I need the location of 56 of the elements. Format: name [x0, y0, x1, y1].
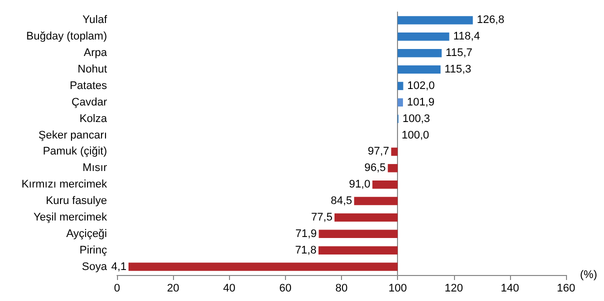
bar: [398, 32, 450, 41]
bar: [128, 262, 398, 271]
data-label: 126,8: [476, 14, 504, 26]
x-tick-label: 0: [114, 282, 120, 294]
x-tick-label: 100: [388, 282, 407, 294]
data-label: 118,4: [453, 30, 480, 43]
data-label: 101,9: [406, 96, 434, 108]
data-label: 71,8: [295, 244, 316, 256]
x-tick-label: 80: [335, 282, 348, 294]
x-tick-label: 60: [279, 282, 292, 294]
y-tick-label: Pirinç: [79, 244, 108, 256]
y-tick-label: Soya: [82, 260, 108, 273]
bar: [354, 196, 398, 206]
bar: [398, 16, 473, 24]
y-tick-label: Nohut: [78, 64, 107, 76]
x-axis-title: (%): [580, 269, 598, 281]
bar: [372, 180, 398, 189]
y-tick-label: Buğday (toplam): [26, 30, 107, 43]
y-tick-label: Çavdar: [72, 96, 108, 108]
data-label: 84,5: [330, 195, 352, 208]
data-label: 100,3: [402, 112, 430, 125]
data-label: 102,0: [407, 80, 435, 92]
bar: [318, 230, 398, 238]
data-label: 97,7: [368, 146, 390, 158]
y-tick-label: Yulaf: [82, 14, 108, 26]
bar: [388, 164, 398, 172]
data-label: 4,1: [111, 260, 127, 273]
bar: [334, 213, 398, 222]
y-tick-label: Kolza: [79, 112, 108, 125]
x-tick-label: 120: [444, 282, 463, 294]
y-tick-label: Patates: [70, 80, 108, 92]
x-tick-label: 40: [223, 282, 236, 294]
y-tick-label: Arpa: [84, 47, 108, 60]
x-tick-label: 140: [500, 282, 520, 294]
bar: [398, 98, 403, 107]
bar: [398, 48, 442, 58]
y-tick-label: Şeker pancarı: [38, 129, 107, 142]
bar: [398, 82, 404, 90]
data-label: 77,5: [311, 211, 332, 224]
y-tick-label: Kuru fasulye: [46, 195, 107, 208]
y-tick-label: Yeşil mercimek: [33, 211, 108, 224]
y-tick-label: Kırmızı mercimek: [21, 178, 108, 191]
y-tick-label: Pamuk (çiğit): [42, 146, 107, 158]
data-label: 100,0: [402, 129, 430, 142]
y-tick-label: Ayçiçeği: [66, 228, 107, 240]
x-tick-label: 160: [556, 282, 576, 294]
data-label: 115,7: [446, 47, 472, 60]
data-label: 115,3: [444, 64, 472, 76]
data-label: 71,9: [295, 228, 317, 240]
x-tick-label: 20: [167, 282, 180, 294]
bar: [318, 246, 398, 254]
bar: [398, 65, 441, 74]
y-tick-label: Mısır: [82, 162, 108, 174]
bar: [391, 148, 398, 156]
data-label: 91,0: [348, 178, 370, 191]
data-label: 96,5: [364, 162, 386, 174]
